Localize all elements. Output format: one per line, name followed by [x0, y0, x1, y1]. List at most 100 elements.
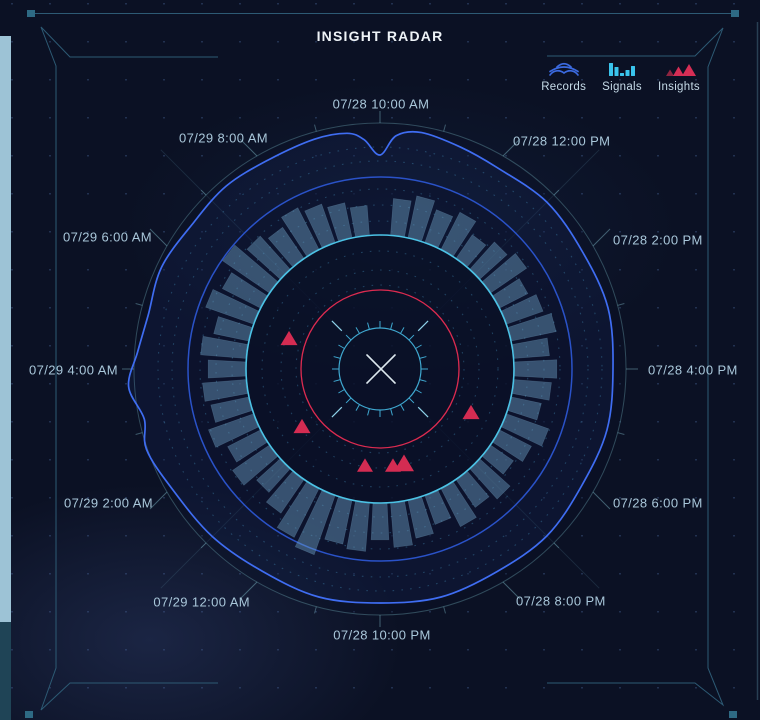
- signal-bar: [294, 490, 336, 556]
- signal-bar: [265, 471, 304, 514]
- records-line: [127, 130, 614, 604]
- signal-bar: [221, 272, 268, 309]
- time-label-0: 07/28 10:00 AM: [333, 97, 430, 112]
- time-label-5: 07/28 8:00 PM: [516, 594, 606, 609]
- label-connector: [592, 491, 611, 510]
- signal-bar: [200, 335, 248, 359]
- dotted-guide-ring: [231, 220, 529, 518]
- inner-tick: [400, 404, 405, 411]
- signal-bar: [207, 359, 246, 379]
- signal-bar: [210, 396, 252, 423]
- insight-marker[interactable]: [293, 418, 311, 434]
- insight-marker[interactable]: [394, 454, 414, 472]
- inner-tick: [408, 397, 415, 404]
- crosshair-dash: [331, 406, 343, 418]
- signal-bar: [327, 202, 353, 241]
- time-label-2: 07/28 2:00 PM: [613, 233, 703, 248]
- legend-item-signals[interactable]: Signals: [602, 60, 642, 93]
- cyan-base-ring: [245, 234, 515, 504]
- signal-bar: [390, 501, 413, 548]
- axis-tick: [314, 606, 317, 614]
- left-edge-bar[interactable]: [0, 36, 11, 622]
- insight-marker[interactable]: [280, 330, 298, 346]
- label-connector: [502, 138, 521, 157]
- center-x-marker[interactable]: [366, 354, 396, 384]
- frame-corner-square: [27, 10, 35, 17]
- signal-bar: [202, 379, 248, 402]
- signal-bar: [456, 234, 487, 267]
- frame-left-bracket: [40, 26, 218, 711]
- inner-tick: [345, 397, 352, 404]
- inner-tick: [367, 408, 370, 416]
- signal-bar: [492, 429, 532, 463]
- frame-right-bracket: [547, 27, 725, 707]
- label-connector: [239, 138, 258, 157]
- dotted-guide-ring: [199, 188, 561, 550]
- signal-bar: [424, 209, 454, 248]
- axis-tick: [314, 124, 317, 132]
- dotted-guide-ring: [280, 269, 480, 469]
- signal-bar: [276, 481, 320, 538]
- signal-bar: [232, 445, 278, 486]
- inner-tick: [355, 327, 360, 334]
- signal-bar: [407, 497, 434, 539]
- signal-bar: [346, 501, 370, 552]
- signal-bar: [440, 481, 477, 528]
- frame-corner-square: [25, 711, 33, 718]
- axis-tick: [200, 189, 207, 196]
- signal-bar: [508, 396, 542, 421]
- time-label-6: 07/28 10:00 PM: [333, 628, 430, 643]
- axis-tick: [135, 303, 143, 306]
- signal-bar: [227, 429, 268, 463]
- crosshair-dash: [417, 406, 429, 418]
- time-label-8: 07/29 2:00 AM: [64, 496, 153, 511]
- signal-bar: [208, 413, 259, 448]
- left-edge-bar-lower: [0, 622, 11, 720]
- dotted-guide-ring: [215, 204, 545, 534]
- insight-marker[interactable]: [357, 458, 373, 472]
- inner-tick: [338, 389, 345, 394]
- inner-tick: [400, 327, 405, 334]
- legend: Records Signals: [541, 60, 700, 93]
- axis-tick: [553, 189, 560, 196]
- signal-bar: [501, 294, 544, 325]
- time-label-11: 07/29 8:00 AM: [179, 131, 268, 146]
- signal-bar: [390, 198, 412, 237]
- dotted-guide-ring: [261, 250, 499, 488]
- inner-tick: [419, 379, 427, 382]
- legend-item-records[interactable]: Records: [541, 60, 586, 93]
- bar-chart-icon: [609, 60, 636, 78]
- frame-corner-square: [731, 10, 739, 17]
- signal-bar: [324, 497, 353, 545]
- signal-bar: [424, 490, 452, 525]
- frame-corner-square: [729, 711, 737, 718]
- axis-tick: [200, 542, 207, 549]
- crosshair-dash: [331, 320, 343, 332]
- axis-tick: [443, 124, 446, 132]
- label-connector: [149, 228, 168, 247]
- axis-tick: [443, 606, 446, 614]
- time-label-4: 07/28 6:00 PM: [613, 496, 703, 511]
- signal-bar: [508, 313, 557, 342]
- signal-bar: [482, 445, 514, 475]
- insight-marker[interactable]: [462, 404, 480, 420]
- dotted-guide-ring: [157, 146, 603, 592]
- label-connector: [592, 228, 611, 247]
- inner-tick: [419, 356, 427, 359]
- axis-tick: [617, 303, 625, 306]
- legend-item-insights[interactable]: Insights: [658, 60, 700, 93]
- signal-bar: [205, 288, 259, 325]
- signal-bar: [213, 316, 252, 342]
- signal-bar: [456, 471, 490, 508]
- signal-bar: [482, 252, 528, 293]
- signal-bar: [304, 203, 336, 248]
- axis-tick: [135, 432, 143, 435]
- inner-tick: [338, 344, 345, 349]
- label-connector: [502, 581, 521, 600]
- dotted-guide-ring: [171, 160, 589, 578]
- label-connector: [149, 491, 168, 510]
- label-connector: [239, 581, 258, 600]
- signal-bar: [267, 226, 304, 267]
